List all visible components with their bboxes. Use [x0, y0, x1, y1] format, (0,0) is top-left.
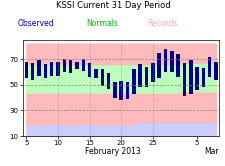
Bar: [207, 57, 211, 77]
Bar: [176, 54, 179, 77]
Bar: [182, 63, 185, 96]
Text: Observed: Observed: [18, 19, 54, 28]
Text: Mar: Mar: [204, 147, 218, 156]
Bar: [106, 73, 110, 89]
Bar: [69, 60, 72, 73]
Bar: [56, 62, 59, 76]
Bar: [81, 59, 85, 71]
Bar: [62, 59, 66, 72]
Text: KSSI Current 31 Day Period: KSSI Current 31 Day Period: [55, 1, 170, 10]
Text: February 2013: February 2013: [85, 147, 140, 156]
Bar: [138, 64, 141, 87]
Bar: [169, 51, 173, 72]
Bar: [50, 62, 53, 76]
Bar: [43, 64, 47, 78]
Text: Records: Records: [146, 19, 176, 28]
Bar: [213, 62, 217, 80]
Bar: [201, 68, 204, 87]
Bar: [25, 62, 28, 78]
Bar: [75, 62, 78, 69]
Bar: [119, 81, 122, 100]
Bar: [144, 67, 148, 87]
Bar: [37, 60, 40, 76]
Bar: [151, 63, 154, 82]
Bar: [132, 69, 135, 94]
Bar: [157, 53, 160, 78]
Bar: [88, 63, 91, 77]
Bar: [94, 69, 97, 78]
Text: Normals: Normals: [86, 19, 117, 28]
Bar: [113, 82, 116, 98]
Bar: [100, 69, 104, 86]
Bar: [163, 49, 166, 72]
Bar: [125, 82, 129, 99]
Bar: [188, 60, 192, 94]
Bar: [194, 67, 198, 90]
Bar: [31, 63, 34, 80]
